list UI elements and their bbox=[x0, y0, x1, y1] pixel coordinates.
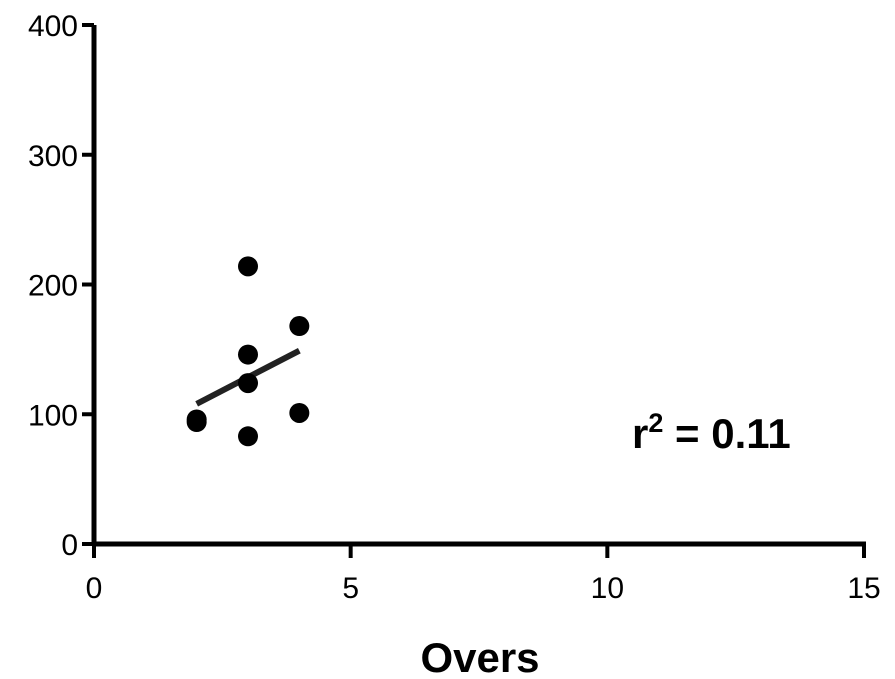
data-point bbox=[238, 373, 258, 394]
y-tick-label: 100 bbox=[28, 399, 78, 432]
r-squared-annotation: r2 = 0.11 bbox=[632, 408, 791, 457]
r-squared-base: r bbox=[632, 410, 648, 457]
data-point bbox=[186, 412, 207, 433]
r-squared-value: = 0.11 bbox=[663, 410, 790, 457]
x-tick-label: 15 bbox=[847, 572, 880, 605]
x-tick-label: 10 bbox=[591, 572, 624, 605]
data-point bbox=[289, 402, 310, 423]
r-squared-superscript: 2 bbox=[648, 408, 663, 438]
data-point bbox=[238, 426, 258, 447]
y-axis-ticks: 0 100 200 300 400 bbox=[28, 10, 94, 562]
y-tick-label: 300 bbox=[28, 140, 78, 173]
x-axis-title: Overs bbox=[420, 634, 539, 679]
x-tick-label: 5 bbox=[342, 572, 359, 605]
x-axis-ticks: 0 5 10 15 bbox=[86, 544, 881, 605]
data-points bbox=[186, 256, 310, 447]
chart-axes bbox=[91, 25, 866, 547]
data-point bbox=[238, 256, 258, 277]
data-point bbox=[289, 316, 310, 337]
y-tick-label: 400 bbox=[28, 10, 78, 43]
data-point bbox=[238, 344, 258, 365]
y-tick-label: 200 bbox=[28, 270, 78, 303]
x-tick-label: 0 bbox=[86, 572, 103, 605]
y-tick-label: 0 bbox=[61, 529, 78, 562]
